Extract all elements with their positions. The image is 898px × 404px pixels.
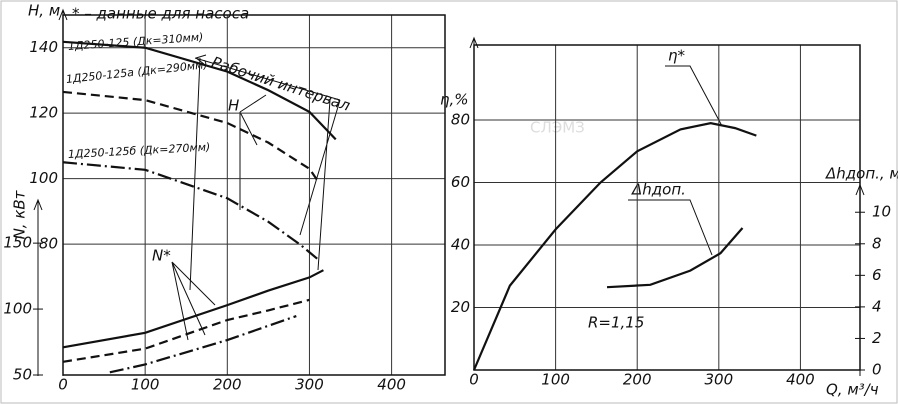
x-tick-label: 200 (213, 376, 242, 394)
x-axis-title: Q, м³/ч (826, 381, 879, 399)
y-tick-label: 120 (29, 104, 58, 122)
series-line (62, 40, 337, 141)
y-tick-label: 80 (39, 235, 58, 253)
x-tick-label: 0 (58, 376, 68, 394)
y2-axis-title: N, кВт (11, 189, 29, 239)
watermark: СЛЭМЗ (530, 119, 585, 137)
y2-tick-label: 4 (872, 297, 882, 315)
y-tick-label: 60 (451, 173, 470, 191)
series-line (606, 227, 744, 289)
y2-tick-label: 2 (872, 329, 882, 347)
annotation: N* (152, 247, 171, 265)
annotation: H (228, 97, 239, 115)
x-tick-label: 200 (623, 371, 652, 389)
y2-tick-label: 8 (872, 234, 882, 252)
series-line (62, 161, 320, 261)
annotation: R=1,15 (588, 314, 644, 332)
series-line (62, 298, 310, 363)
x-tick-label: 0 (469, 371, 479, 389)
y2-tick-label: 100 (3, 300, 32, 318)
y-tick-label: 140 (29, 38, 58, 56)
x-tick-label: 300 (705, 371, 734, 389)
curve-label: 1Д250-125 (Дк=310мм) (68, 31, 204, 53)
series-label: η* (668, 47, 686, 65)
y-axis-title: Н, м (28, 2, 60, 20)
series-label: Δhдоп. (631, 181, 686, 199)
x-tick-label: 400 (786, 371, 815, 389)
y2-axis-title: Δhдоп., м (825, 165, 898, 183)
y-tick-label: 20 (451, 298, 470, 316)
curve-label: 1Д250-125б (Дк=270мм) (68, 141, 211, 161)
series-line (62, 269, 324, 349)
curve-label: 1Д250-125а (Дк=290мм) (65, 58, 208, 86)
x-tick-label: 100 (541, 371, 570, 389)
y2-tick-label: 10 (872, 203, 891, 221)
series-line (62, 90, 320, 183)
y-tick-label: 40 (451, 236, 470, 254)
y2-tick-label: 6 (872, 266, 882, 284)
y2-tick-label: 0 (872, 361, 882, 379)
series-line (109, 315, 297, 374)
y2-tick-label: 50 (13, 366, 32, 384)
plot-frame (62, 14, 446, 376)
y-tick-label: 100 (29, 169, 58, 187)
x-tick-label: 400 (377, 376, 406, 394)
y2-tick-label: 150 (3, 234, 32, 252)
series-line (472, 122, 757, 371)
x-tick-label: 100 (131, 376, 160, 394)
leader-lines (171, 54, 341, 341)
note: * – данные для насоса (72, 5, 249, 23)
plot-frame (473, 44, 861, 371)
y-axis-title: η,% (440, 91, 469, 109)
x-tick-label: 300 (295, 376, 324, 394)
y-tick-label: 80 (451, 111, 470, 129)
